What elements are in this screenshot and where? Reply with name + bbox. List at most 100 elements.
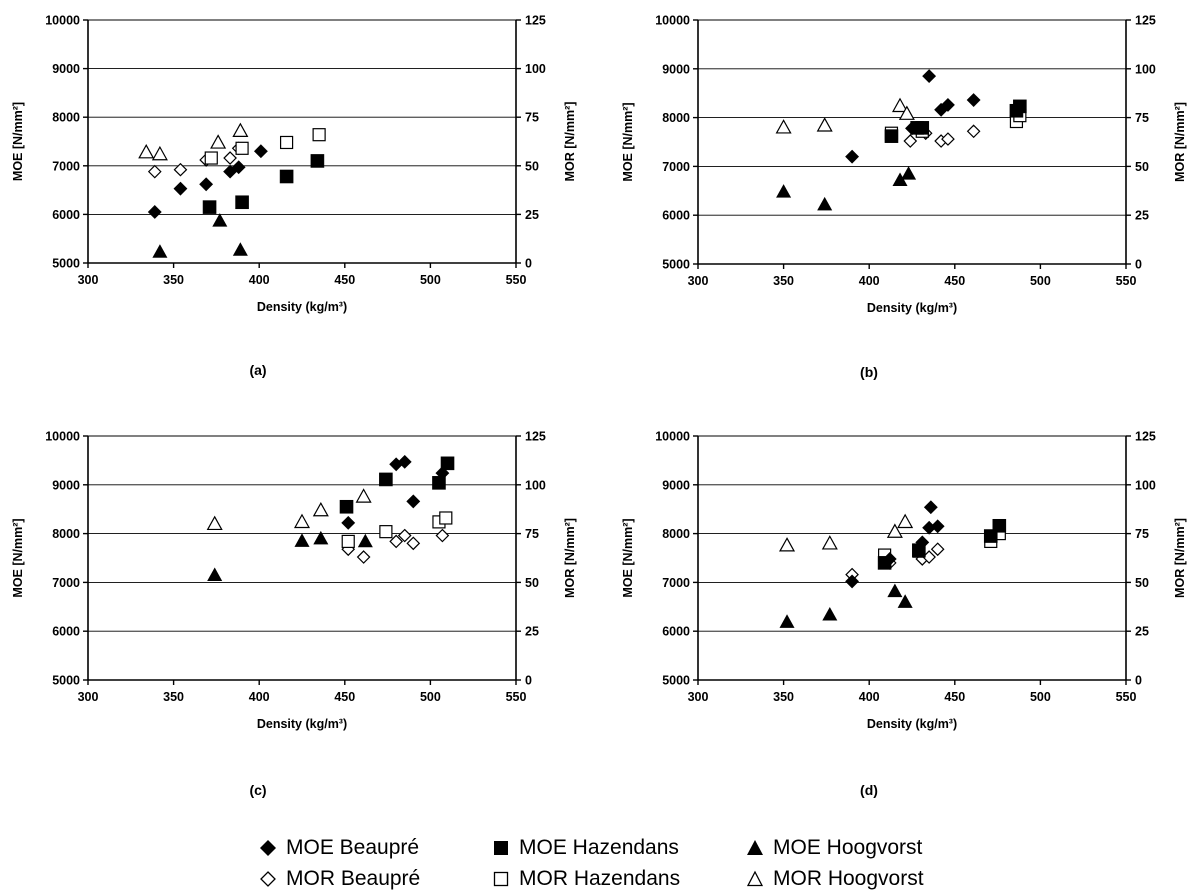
data-point-square-filled — [912, 543, 926, 557]
x-tick-label: 350 — [773, 274, 794, 288]
y-tick-label: 6000 — [52, 625, 80, 639]
data-point-triangle-open — [821, 535, 838, 550]
legend-item-mor-beaupre: MOR Beaupré — [258, 867, 491, 891]
square-filled-icon — [491, 839, 511, 857]
data-point-diamond-filled — [199, 177, 214, 192]
data-point-triangle-open — [775, 119, 792, 134]
x-tick-label: 400 — [859, 690, 880, 704]
y-axis-label: MOE [N/mm²] — [621, 518, 635, 597]
data-point-triangle-open — [816, 117, 833, 132]
data-point-diamond-open — [406, 536, 421, 551]
data-point-square-open — [235, 141, 249, 155]
data-point-triangle-filled — [776, 184, 792, 198]
y-tick-label: 6000 — [52, 208, 80, 222]
y2-tick-label: 100 — [1135, 478, 1156, 492]
data-point-diamond-open — [966, 124, 981, 139]
data-point-diamond-open — [173, 162, 188, 177]
y-tick-label: 10000 — [655, 14, 690, 28]
data-point-triangle-open — [886, 523, 903, 538]
diamond-open-icon — [258, 870, 278, 888]
y2-tick-label: 125 — [1135, 14, 1156, 28]
y2-axis-label: MOR [N/mm²] — [563, 102, 577, 182]
y2-tick-label: 75 — [1135, 527, 1149, 541]
data-point-square-filled — [379, 472, 393, 487]
x-tick-label: 300 — [78, 273, 99, 287]
data-point-triangle-open — [151, 145, 168, 161]
data-point-square-filled — [202, 200, 217, 214]
x-tick-label: 450 — [334, 273, 355, 287]
data-point-diamond-filled — [231, 160, 246, 175]
y2-tick-label: 50 — [1135, 160, 1149, 174]
data-point-diamond-filled — [923, 500, 938, 515]
data-point-square-filled — [1013, 99, 1027, 114]
data-point-square-open — [279, 135, 294, 150]
data-point-square-filled — [992, 518, 1007, 533]
data-point-square-open — [204, 151, 218, 165]
data-point-triangle-filled — [901, 166, 917, 180]
x-tick-label: 450 — [944, 690, 965, 704]
data-point-triangle-open — [891, 97, 909, 113]
triangle-open-icon — [745, 870, 765, 888]
data-point-diamond-open — [435, 528, 450, 543]
x-axis-label: Density (kg/m³) — [257, 717, 347, 731]
data-point-square-filled — [432, 476, 446, 490]
data-point-triangle-open — [898, 105, 915, 120]
data-point-diamond-open — [389, 534, 404, 549]
y-tick-label: 8000 — [52, 527, 80, 541]
data-point-diamond-open — [147, 164, 162, 179]
x-tick-label: 550 — [1116, 690, 1137, 704]
data-point-triangle-filled — [887, 583, 903, 598]
data-point-triangle-filled — [152, 244, 168, 258]
y2-tick-label: 25 — [525, 625, 539, 639]
y-tick-label: 6000 — [662, 625, 690, 639]
x-tick-label: 550 — [1116, 274, 1137, 288]
data-point-triangle-open — [779, 537, 796, 552]
y2-tick-label: 75 — [525, 527, 539, 541]
y2-tick-label: 50 — [1135, 576, 1149, 590]
x-tick-label: 500 — [420, 273, 441, 287]
x-tick-label: 350 — [163, 690, 184, 704]
data-point-triangle-open — [210, 134, 227, 149]
legend-label: MOR Hoogvorst — [773, 866, 924, 890]
y2-axis-label: MOR [N/mm²] — [563, 518, 577, 598]
y-tick-label: 9000 — [662, 478, 690, 492]
legend-item-mor-hazendans: MOR Hazendans — [491, 867, 745, 891]
panel-label: (b) — [860, 364, 878, 380]
x-tick-label: 550 — [506, 690, 527, 704]
x-tick-label: 500 — [1030, 690, 1051, 704]
x-tick-label: 400 — [249, 273, 270, 287]
data-point-diamond-filled — [341, 515, 356, 530]
y2-tick-label: 125 — [525, 14, 546, 28]
square-open-icon — [491, 870, 511, 888]
data-point-square-filled — [279, 169, 294, 184]
data-point-square-filled — [983, 529, 998, 543]
y2-tick-label: 0 — [1135, 674, 1142, 688]
y2-tick-label: 125 — [525, 430, 546, 444]
legend-label: MOE Hazendans — [519, 835, 679, 859]
y-tick-label: 9000 — [52, 478, 80, 492]
data-point-triangle-open — [312, 501, 329, 517]
data-point-square-open — [439, 511, 453, 525]
data-point-diamond-filled — [922, 69, 937, 84]
x-axis-label: Density (kg/m³) — [867, 301, 957, 315]
x-tick-label: 400 — [249, 690, 270, 704]
x-tick-label: 500 — [420, 690, 441, 704]
legend-item-moe-hoogvorst: MOE Hoogvorst — [745, 836, 922, 860]
chart-panel-2: 5000 6000 7000 8000 9000 10000 0 25 50 75 100 125 30… — [621, 14, 1187, 381]
legend-label: MOE Hoogvorst — [773, 835, 923, 859]
data-point-triangle-filled — [212, 213, 228, 227]
data-point-triangle-filled — [357, 533, 373, 548]
data-point-square-filled — [884, 129, 899, 143]
y2-tick-label: 25 — [525, 208, 539, 222]
data-point-diamond-filled — [845, 149, 860, 164]
panel-label: (c) — [249, 782, 266, 798]
data-point-square-open — [379, 525, 393, 539]
x-axis-label: Density (kg/m³) — [257, 300, 347, 314]
y-axis-label: MOE [N/mm²] — [11, 102, 25, 181]
legend-item-moe-beaupre: MOE Beaupré — [258, 836, 491, 860]
y2-tick-label: 25 — [1135, 209, 1149, 223]
legend-label: MOE Beaupré — [286, 835, 420, 859]
data-point-diamond-filled — [406, 494, 421, 509]
data-point-triangle-filled — [207, 567, 223, 581]
legend-item-moe-hazendans: MOE Hazendans — [491, 836, 745, 860]
